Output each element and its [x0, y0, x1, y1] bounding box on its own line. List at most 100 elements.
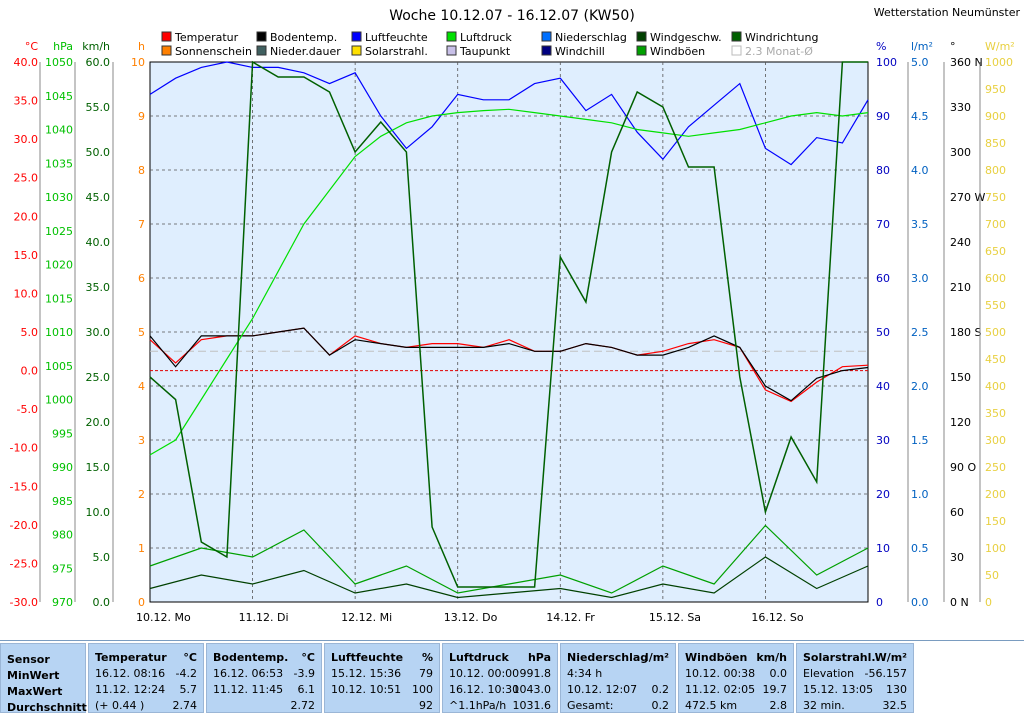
hours-axis-tick: 2	[138, 488, 145, 501]
pressure-axis-tick: 985	[52, 495, 73, 508]
direction-axis-unit: °	[950, 40, 956, 53]
stat-time: Elevation	[803, 667, 855, 680]
stat-value: 0.0	[769, 667, 788, 680]
day-label: 11.12. Di	[239, 611, 289, 624]
solar-axis-tick: 0	[985, 596, 992, 609]
temp-axis-tick: 40.0	[14, 56, 39, 69]
stat-row: 4:34 h	[567, 666, 669, 682]
row-label-min: MinWert	[7, 669, 60, 682]
series-line	[149, 61, 869, 166]
stat-sensor-unit: W/m²	[874, 651, 907, 664]
stat-time: Gesamt:	[567, 699, 614, 712]
legend-swatch	[256, 31, 267, 42]
temp-axis-tick: 5.0	[21, 326, 39, 339]
stat-row: 2.72	[213, 698, 316, 714]
wind-axis-tick: 45.0	[86, 191, 111, 204]
legend-label: Windgeschw.	[650, 31, 722, 44]
stat-sensor-unit: hPa	[527, 651, 551, 664]
legend-swatch	[351, 45, 362, 56]
rain-axis-tick: 5.0	[911, 56, 929, 69]
legend-label: Luftdruck	[460, 31, 512, 44]
solar-axis-tick: 150	[985, 515, 1006, 528]
legend-swatch	[256, 45, 267, 56]
stat-row: 10.12. 10:51 100	[331, 682, 433, 698]
hours-axis-tick: 3	[138, 434, 145, 447]
weather-chart: Woche 10.12.07 - 16.12.07 (KW50) Wetters…	[9, 6, 1021, 624]
stat-panel: Luftfeuchte% 15.12. 15:36 79 10.12. 10:51 10…	[324, 643, 440, 713]
stat-panel-header: Luftfeuchte%	[331, 650, 433, 666]
row-label-sensor: Sensor	[7, 653, 50, 666]
solar-axis-tick: 900	[985, 110, 1006, 123]
station-name: Wetterstation Neumünster	[874, 6, 1021, 19]
series-line	[149, 556, 869, 599]
legend-label: Bodentemp.	[270, 31, 337, 44]
stat-time: 4:34 h	[567, 667, 603, 680]
stat-value: 1031.6	[512, 699, 552, 712]
rain-axis-tick: 0.5	[911, 542, 929, 555]
stat-time: 11.12. 11:45	[213, 683, 284, 696]
pressure-axis-tick: 990	[52, 461, 73, 474]
hours-axis-tick: 1	[138, 542, 145, 555]
solar-axis-tick: 400	[985, 380, 1006, 393]
hours-axis-tick: 7	[138, 218, 145, 231]
legend-label: Windrichtung	[745, 31, 818, 44]
hours-axis-unit: h	[138, 40, 145, 53]
solar-axis-tick: 350	[985, 407, 1006, 420]
stat-time: ^1.1hPa/h	[449, 699, 507, 712]
hours-axis-tick: 10	[131, 56, 145, 69]
axes: °C40.035.030.025.020.015.010.05.00.0-5.0…	[10, 40, 1015, 624]
stat-sensor-name: Solarstrahl.	[803, 651, 876, 664]
legend-swatch	[161, 45, 172, 56]
stat-sensor-unit: °C	[183, 651, 197, 664]
direction-axis-tick: 30	[950, 551, 964, 564]
temp-axis-tick: -15.0	[10, 480, 38, 493]
stat-panel: Luftdruck hPa 10.12. 00:00 991.8 16.12. 10:3…	[442, 643, 558, 713]
temp-axis-tick: 10.0	[14, 287, 39, 300]
stat-value: 130	[886, 683, 907, 696]
hours-axis-tick: 5	[138, 326, 145, 339]
stat-row: 11.12. 02:05 19.7	[685, 682, 787, 698]
solar-axis-tick: 450	[985, 353, 1006, 366]
stat-time: 15.12. 15:36	[331, 667, 402, 680]
stat-panel: Bodentemp. °C 16.12. 06:53 -3.9 11.12. 11:45…	[206, 643, 322, 713]
series-layer	[149, 60, 869, 599]
solar-axis-tick: 600	[985, 272, 1006, 285]
temp-axis-tick: 35.0	[14, 95, 39, 108]
wind-axis-tick: 60.0	[86, 56, 111, 69]
stat-row: 15.12. 13:05 130	[803, 682, 907, 698]
stat-panel-header: Niederschlag l/m²	[567, 650, 669, 666]
rain-axis-unit: l/m²	[911, 40, 933, 53]
legend-swatch	[351, 31, 362, 42]
direction-axis-tick: 180 S	[950, 326, 981, 339]
stat-panel: Temperatur °C 16.12. 08:16 -4.2 11.12. 12:24…	[88, 643, 204, 713]
hours-axis-tick: 4	[138, 380, 145, 393]
legend-swatch	[446, 45, 457, 56]
temp-axis-tick: 30.0	[14, 133, 39, 146]
wind-axis-tick: 50.0	[86, 146, 111, 159]
temp-axis-tick: -25.0	[10, 557, 38, 570]
stat-row: 92	[331, 698, 433, 714]
wind-axis-tick: 15.0	[86, 461, 111, 474]
stat-panel-header: Bodentemp. °C	[213, 650, 315, 666]
stat-time: 16.12. 08:16	[95, 667, 166, 680]
pressure-axis-tick: 1015	[45, 292, 73, 305]
legend-swatch	[446, 31, 457, 42]
wind-axis-tick: 55.0	[86, 101, 111, 114]
wind-axis-tick: 20.0	[86, 416, 111, 429]
stat-value: 32.5	[882, 699, 908, 712]
row-label-max: MaxWert	[7, 685, 63, 698]
legend-label: Niederschlag	[555, 31, 627, 44]
series-line	[149, 108, 869, 456]
stat-panel-header: Temperatur °C	[95, 650, 197, 666]
legend-label: Luftfeuchte	[365, 31, 428, 44]
legend-swatch	[541, 31, 552, 42]
stat-value: 0.2	[651, 699, 670, 712]
stat-panel: Niederschlag l/m² 4:34 h 10.12. 12:07 0.2 Ges…	[560, 643, 676, 713]
pressure-axis-tick: 1030	[45, 191, 73, 204]
day-label: 10.12. Mo	[136, 611, 191, 624]
stat-panel: Solarstrahl. W/m² Elevation -56.157 15.12. 1…	[796, 643, 914, 713]
stat-value: 2.74	[172, 699, 198, 712]
legend-label: Solarstrahl.	[365, 45, 428, 58]
hours-axis-tick: 6	[138, 272, 145, 285]
